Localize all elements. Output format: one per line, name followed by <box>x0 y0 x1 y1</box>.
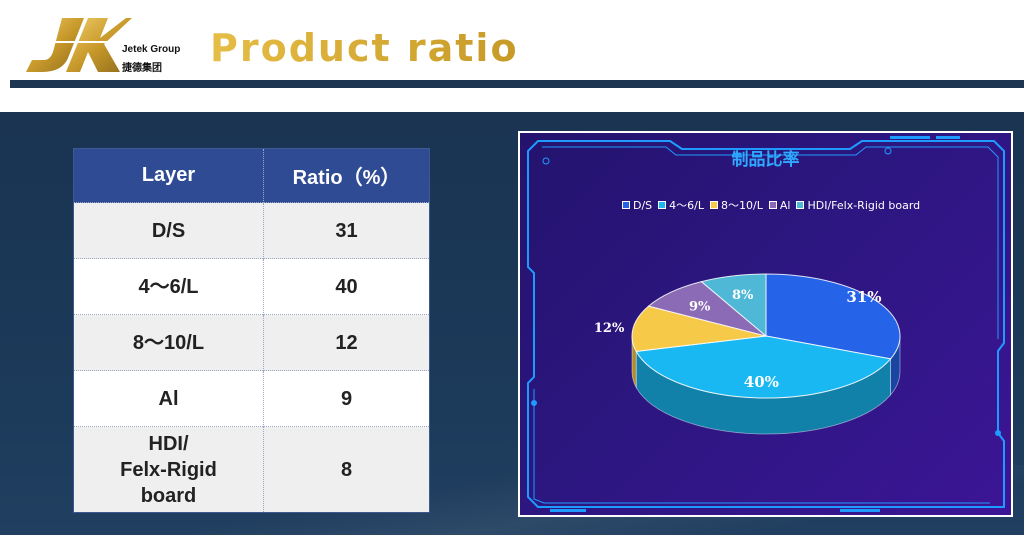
pie-slice-2 <box>631 305 767 352</box>
chart-legend: D/S 4～6/L 8～10/L Al HDI/Felx-Rigid board <box>622 197 920 213</box>
chart-panel: 制品比率 D/S 4～6/L 8～10/L Al HDI/Felx-Rigid … <box>518 131 1013 517</box>
ratio-table: Layer Ratio（%） D/S 31 4～6/L 40 8～10/L 12… <box>73 148 430 513</box>
legend-label: 4～6/L <box>669 199 705 212</box>
legend-swatch <box>796 201 805 209</box>
table-row: HDI/ Felx-Rigid board 8 <box>73 426 430 513</box>
header: Jetek Group 捷德集团 Product ratio <box>0 0 1024 80</box>
legend-item: D/S <box>622 197 652 213</box>
cell-ratio: 40 <box>263 258 430 315</box>
header-layer: Layer <box>73 148 264 203</box>
cell-ratio: 31 <box>263 202 430 259</box>
legend-item: 8～10/L <box>710 197 763 213</box>
page-title: Product ratio <box>210 26 519 70</box>
legend-swatch <box>768 201 777 209</box>
pie-data-label-0: 31% <box>846 288 881 306</box>
company-name-en: Jetek Group <box>122 44 181 55</box>
cell-ratio: 9 <box>263 370 430 427</box>
pie-slice-1 <box>635 335 892 399</box>
table-row: 4～6/L 40 <box>73 258 430 315</box>
table-header-row: Layer Ratio（%） <box>73 148 430 203</box>
tech-frame-decoration <box>527 136 1005 512</box>
pie-chart: 31% 40% 12% 9% 8% <box>594 273 901 435</box>
pie-data-label-1: 40% <box>744 373 779 391</box>
header-divider <box>10 80 1024 88</box>
cell-ratio: 12 <box>263 314 430 371</box>
legend-label: D/S <box>633 198 653 212</box>
pie-data-label-3: 9% <box>689 299 711 314</box>
table-row: D/S 31 <box>73 202 430 259</box>
legend-label: 8～10/L <box>721 199 763 212</box>
cell-layer: 4～6/L <box>73 258 264 315</box>
header-ratio: Ratio（%） <box>263 148 430 203</box>
table-row: Al 9 <box>73 370 430 427</box>
cell-layer: HDI/ Felx-Rigid board <box>73 426 264 513</box>
jk-logo-icon <box>26 18 132 72</box>
legend-label: Al <box>779 198 791 212</box>
legend-item: Al <box>768 197 791 213</box>
cell-layer: Al <box>73 370 264 427</box>
pie-slice-4 <box>700 273 767 338</box>
chart-title: 制品比率 <box>731 150 800 170</box>
legend-label: HDI/Felx-Rigid board <box>807 198 921 212</box>
pie-data-label-4: 8% <box>732 288 754 303</box>
table-row: 8～10/L 12 <box>73 314 430 371</box>
company-name-cn: 捷德集团 <box>122 63 162 74</box>
pie-slice-0 <box>765 273 901 360</box>
legend-swatch <box>622 201 630 209</box>
chart-area: 制品比率 D/S 4～6/L 8～10/L Al HDI/Felx-Rigid … <box>520 133 1011 515</box>
legend-item: HDI/Felx-Rigid board <box>796 197 920 213</box>
cell-ratio: 8 <box>263 426 430 513</box>
cell-layer: D/S <box>73 202 264 259</box>
pie-data-label-2: 12% <box>594 321 625 336</box>
legend-swatch <box>710 201 719 209</box>
legend-swatch <box>658 201 667 209</box>
legend-item: 4～6/L <box>658 197 704 213</box>
cell-layer: 8～10/L <box>73 314 264 371</box>
